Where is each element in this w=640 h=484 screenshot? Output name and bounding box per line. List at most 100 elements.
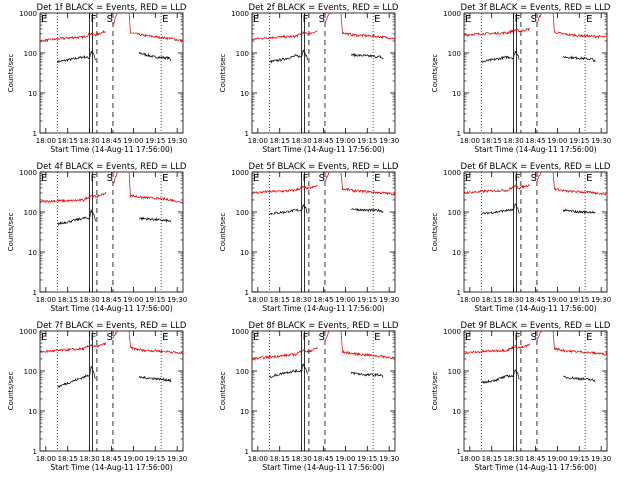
x-tick-label: 18:15 (482, 455, 502, 463)
y-tick-label: 10 (28, 90, 37, 98)
x-tick-label: 18:15 (482, 137, 502, 145)
events-series-line (269, 204, 308, 216)
y-tick-label: 100 (24, 368, 37, 376)
interval-marker-label: E (41, 14, 47, 25)
x-axis-label: Start Time (14-Aug-11 17:56:00) (50, 463, 172, 472)
x-tick-label: 19:00 (335, 296, 355, 304)
panel-title: Det 7f BLACK = Events, RED = LLD (37, 321, 187, 331)
y-tick-label: 1000 (443, 10, 461, 18)
plot-frame (463, 12, 608, 134)
x-tick-label: 18:30 (504, 296, 524, 304)
y-tick-label: 1 (33, 448, 37, 456)
x-axis-label: Start Time (14-Aug-11 17:56:00) (262, 304, 384, 313)
interval-marker-label: S (531, 173, 537, 184)
y-tick-label: 1 (33, 289, 37, 297)
lld-series-line (112, 171, 118, 185)
panel-3: Det 3f BLACK = Events, RED = LLD 1 10 100 10… (431, 3, 611, 154)
x-tick-label: 18:45 (313, 137, 333, 145)
x-tick-label: 19:15 (569, 296, 589, 304)
plot-frame (251, 171, 396, 293)
lld-series-line (324, 12, 330, 25)
x-tick-label: 19:15 (145, 137, 165, 145)
lld-series-line (552, 171, 608, 196)
events-series-line (138, 375, 172, 383)
interval-marker-label: F (303, 173, 309, 184)
y-tick-label: 10 (452, 408, 461, 416)
events-series-line (350, 52, 384, 59)
x-tick-label: 19:15 (569, 137, 589, 145)
x-tick-label: 18:30 (292, 137, 312, 145)
x-axis-label: Start Time (14-Aug-11 17:56:00) (262, 463, 384, 472)
lld-series-line (340, 14, 395, 40)
y-tick-label: 1 (457, 448, 461, 456)
y-tick-label: 1 (33, 130, 37, 138)
events-series-line (351, 207, 384, 214)
x-tick-label: 18:15 (270, 137, 290, 145)
interval-marker-label: S (107, 332, 113, 343)
interval-marker-label: S (107, 173, 113, 184)
x-tick-label: 18:00 (460, 455, 480, 463)
y-tick-label: 100 (24, 50, 37, 58)
plot-frame (39, 12, 184, 134)
x-tick-label: 19:00 (547, 455, 567, 463)
x-tick-label: 19:00 (547, 137, 567, 145)
x-tick-label: 18:15 (58, 296, 78, 304)
y-tick-label: 1000 (443, 328, 461, 336)
x-tick-label: 18:00 (248, 296, 268, 304)
lld-series-line (39, 341, 107, 353)
x-tick-label: 19:15 (145, 455, 165, 463)
interval-marker-label: E (162, 173, 168, 184)
x-tick-label: 18:15 (58, 455, 78, 463)
interval-marker-label: E (253, 332, 259, 343)
x-tick-label: 19:15 (357, 455, 377, 463)
x-tick-label: 18:45 (525, 296, 545, 304)
x-tick-label: 19:30 (591, 455, 611, 463)
y-axis-label: Counts/sec (431, 213, 439, 252)
lld-series-line (340, 331, 396, 360)
lld-series-line (463, 27, 530, 37)
x-tick-label: 19:30 (591, 137, 611, 145)
panel-7: Det 7f BLACK = Events, RED = LLD 1 10 100 10… (7, 321, 187, 472)
interval-marker-label: S (319, 332, 325, 343)
y-tick-label: 1000 (19, 169, 37, 177)
plot-frame (39, 330, 184, 452)
x-tick-label: 19:15 (569, 455, 589, 463)
plot-frame (39, 171, 184, 293)
x-tick-label: 18:00 (460, 296, 480, 304)
y-tick-label: 10 (28, 408, 37, 416)
interval-marker-label: F (303, 332, 309, 343)
lld-series-line (552, 331, 608, 356)
x-axis-label: Start Time (14-Aug-11 17:56:00) (474, 145, 596, 154)
lld-series-line (463, 184, 530, 194)
y-axis-label: Counts/sec (431, 54, 439, 93)
panel-title: Det 8f BLACK = Events, RED = LLD (249, 321, 399, 331)
lld-series-line (251, 347, 319, 361)
events-series-line (269, 363, 308, 379)
x-tick-label: 18:00 (36, 137, 56, 145)
events-series-line (350, 371, 384, 378)
y-tick-label: 100 (24, 209, 37, 217)
interval-marker-label: E (465, 14, 471, 25)
interval-marker-label: F (515, 14, 521, 25)
events-series-line (481, 368, 520, 384)
y-axis-label: Counts/sec (219, 54, 227, 93)
panel-2: Det 2f BLACK = Events, RED = LLD 1 10 100 10… (219, 3, 399, 154)
events-series-line (562, 55, 596, 62)
y-axis-label: Counts/sec (7, 54, 15, 93)
x-tick-label: 18:15 (270, 455, 290, 463)
panel-5: Det 5f BLACK = Events, RED = LLD 1 10 100 10… (219, 162, 399, 313)
y-tick-label: 10 (240, 408, 249, 416)
panel-title: Det 1f BLACK = Events, RED = LLD (37, 3, 187, 13)
lld-series-line (251, 30, 318, 41)
interval-marker-label: F (515, 173, 521, 184)
lld-series-line (463, 343, 531, 355)
y-tick-label: 1000 (19, 10, 37, 18)
x-tick-label: 18:45 (101, 137, 121, 145)
x-tick-label: 19:30 (167, 137, 187, 145)
events-series-line (563, 375, 596, 383)
lld-series-line (251, 184, 319, 195)
x-axis-label: Start Time (14-Aug-11 17:56:00) (50, 145, 172, 154)
x-tick-label: 18:45 (313, 296, 333, 304)
